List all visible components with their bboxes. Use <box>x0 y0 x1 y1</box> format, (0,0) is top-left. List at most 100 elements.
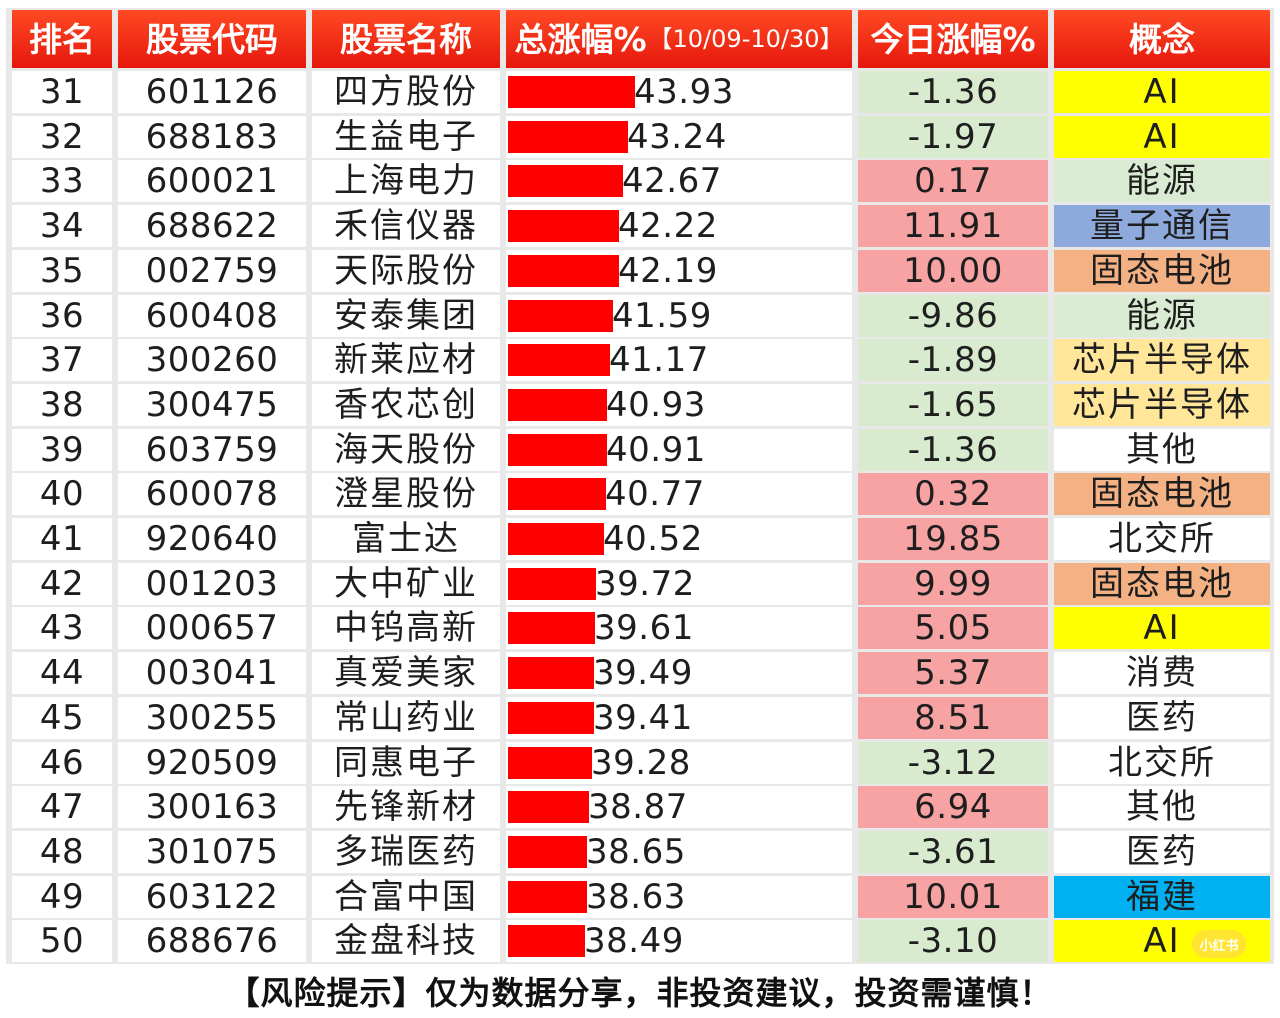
stock-name-cell: 天际股份 <box>312 250 500 292</box>
concept-cell: 消费 <box>1054 652 1270 694</box>
rank-cell: 50 <box>12 920 112 962</box>
concept-cell: 医药 <box>1054 697 1270 739</box>
today-gain-cell: 9.99 <box>858 563 1048 605</box>
stock-name-cell: 香农芯创 <box>312 384 500 426</box>
total-gain-bar <box>508 255 619 287</box>
rank-cell: 46 <box>12 742 112 784</box>
stock-name-cell: 中钨高新 <box>312 607 500 649</box>
stock-name-cell: 新莱应材 <box>312 339 500 381</box>
total-gain-bar <box>508 389 607 421</box>
stock-code-cell: 301075 <box>118 831 306 873</box>
rank-cell: 37 <box>12 339 112 381</box>
total-gain-bar <box>508 702 594 734</box>
total-gain-bar <box>508 76 635 108</box>
rank-cell: 31 <box>12 71 112 113</box>
total-gain-cell: 39.41 <box>506 697 852 739</box>
rank-cell: 34 <box>12 205 112 247</box>
total-gain-bar <box>508 568 596 600</box>
concept-cell: 固态电池 <box>1054 473 1270 515</box>
header-today-gain: 今日涨幅% <box>858 10 1048 68</box>
watermark-logo: 小红书 <box>1192 930 1246 958</box>
concept-cell: 福建 <box>1054 876 1270 918</box>
data-table: 排名 股票代码 股票名称 总涨幅% 【10/09-10/30】 今日涨幅% 概念 31 6011… <box>6 8 1274 964</box>
total-gain-value: 39.41 <box>593 698 693 738</box>
concept-cell: AI <box>1054 116 1270 158</box>
rank-cell: 32 <box>12 116 112 158</box>
total-gain-cell: 42.19 <box>506 250 852 292</box>
stock-name-cell: 富士达 <box>312 518 500 560</box>
concept-cell: 北交所 <box>1054 742 1270 784</box>
stock-name-cell: 多瑞医药 <box>312 831 500 873</box>
stock-code-cell: 000657 <box>118 607 306 649</box>
today-gain-cell: 5.37 <box>858 652 1048 694</box>
concept-cell: 能源 <box>1054 295 1270 337</box>
header-rank: 排名 <box>12 10 112 68</box>
stock-code-cell: 603759 <box>118 429 306 471</box>
total-gain-value: 42.67 <box>622 161 722 201</box>
rank-cell: 33 <box>12 160 112 202</box>
stock-code-cell: 920640 <box>118 518 306 560</box>
today-gain-cell: 5.05 <box>858 607 1048 649</box>
total-gain-value: 39.72 <box>595 564 695 604</box>
today-gain-cell: 0.32 <box>858 473 1048 515</box>
stock-name-cell: 禾信仪器 <box>312 205 500 247</box>
stock-code-cell: 600021 <box>118 160 306 202</box>
today-gain-cell: -1.97 <box>858 116 1048 158</box>
total-gain-cell: 41.59 <box>506 295 852 337</box>
stock-code-cell: 002759 <box>118 250 306 292</box>
header-rank-label: 排名 <box>29 19 95 59</box>
today-gain-cell: -3.10 <box>858 920 1048 962</box>
rank-cell: 38 <box>12 384 112 426</box>
risk-disclaimer: 【风险提示】仅为数据分享，非投资建议，投资需谨慎！ <box>227 974 1053 1012</box>
total-gain-cell: 39.28 <box>506 742 852 784</box>
total-gain-value: 39.61 <box>594 608 694 648</box>
today-gain-cell: 10.01 <box>858 876 1048 918</box>
total-gain-cell: 40.77 <box>506 473 852 515</box>
total-gain-value: 40.52 <box>603 519 703 559</box>
total-gain-value: 40.77 <box>605 474 705 514</box>
header-concept: 概念 <box>1054 10 1270 68</box>
today-gain-cell: -9.86 <box>858 295 1048 337</box>
total-gain-value: 43.93 <box>634 72 734 112</box>
stock-name-cell: 常山药业 <box>312 697 500 739</box>
header-concept-label: 概念 <box>1129 19 1195 59</box>
stock-code-cell: 001203 <box>118 563 306 605</box>
stock-name-cell: 安泰集团 <box>312 295 500 337</box>
today-gain-cell: -1.36 <box>858 71 1048 113</box>
concept-cell: 能源 <box>1054 160 1270 202</box>
concept-cell: 其他 <box>1054 429 1270 471</box>
stock-code-cell: 300163 <box>118 786 306 828</box>
today-gain-cell: 6.94 <box>858 786 1048 828</box>
today-gain-cell: 8.51 <box>858 697 1048 739</box>
rank-cell: 39 <box>12 429 112 471</box>
today-gain-cell: 0.17 <box>858 160 1048 202</box>
stock-name-cell: 四方股份 <box>312 71 500 113</box>
total-gain-cell: 43.24 <box>506 116 852 158</box>
total-gain-bar <box>508 344 610 376</box>
rank-cell: 41 <box>12 518 112 560</box>
header-today-gain-label: 今日涨幅% <box>870 19 1036 59</box>
total-gain-cell: 38.63 <box>506 876 852 918</box>
today-gain-cell: -3.12 <box>858 742 1048 784</box>
total-gain-bar <box>508 925 585 957</box>
total-gain-cell: 42.22 <box>506 205 852 247</box>
total-gain-cell: 40.93 <box>506 384 852 426</box>
stock-code-cell: 601126 <box>118 71 306 113</box>
total-gain-cell: 40.91 <box>506 429 852 471</box>
today-gain-cell: 19.85 <box>858 518 1048 560</box>
total-gain-bar <box>508 121 628 153</box>
header-total-gain-label: 总涨幅% <box>514 19 647 59</box>
rank-cell: 49 <box>12 876 112 918</box>
total-gain-bar <box>508 612 595 644</box>
total-gain-cell: 43.93 <box>506 71 852 113</box>
stock-name-cell: 澄星股份 <box>312 473 500 515</box>
stock-name-cell: 同惠电子 <box>312 742 500 784</box>
today-gain-cell: 10.00 <box>858 250 1048 292</box>
rank-cell: 43 <box>12 607 112 649</box>
header-stock-name: 股票名称 <box>312 10 500 68</box>
stock-code-cell: 688183 <box>118 116 306 158</box>
total-gain-bar <box>508 210 619 242</box>
stock-code-cell: 688676 <box>118 920 306 962</box>
concept-cell: AI <box>1054 71 1270 113</box>
total-gain-bar <box>508 165 623 197</box>
